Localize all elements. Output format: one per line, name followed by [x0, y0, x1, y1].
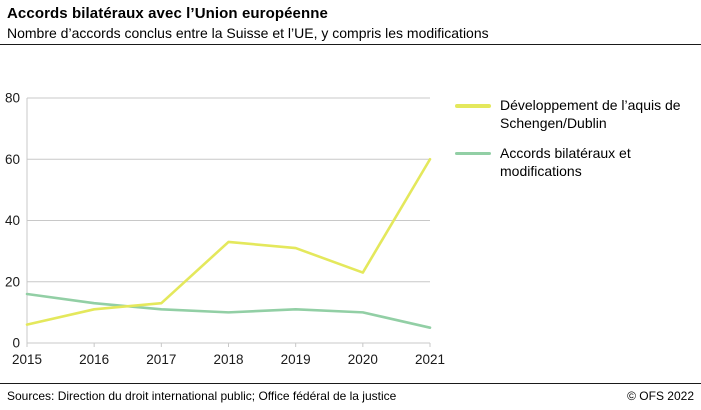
y-tick-label: 20	[5, 274, 20, 289]
chart-title: Accords bilatéraux avec l’Union européen…	[7, 5, 328, 22]
header-divider	[0, 44, 701, 45]
legend-label: Développement de l’aquis de Schengen/Dub…	[500, 97, 681, 131]
x-tick-label: 2019	[281, 352, 311, 367]
chart-area: 0 20 40 60 80 2015 2016 2017 2018 2019 2020 2021	[0, 88, 450, 373]
sources-text: Sources: Direction du droit internationa…	[7, 389, 397, 403]
y-tick-label: 40	[5, 213, 20, 228]
x-tick-label: 2020	[348, 352, 378, 367]
footer-divider	[0, 383, 701, 384]
series-line	[25, 157, 432, 326]
x-tick-label: 2016	[79, 352, 109, 367]
x-tick-label: 2017	[146, 352, 176, 367]
y-tick-label: 80	[5, 91, 20, 106]
chart-header: Accords bilatéraux avec l’Union européen…	[7, 5, 694, 41]
x-tick-label: 2015	[12, 352, 42, 367]
chart-legend: Développement de l’aquis de Schengen/Dub…	[455, 97, 695, 193]
y-tick-label: 60	[5, 152, 20, 167]
series-line	[25, 292, 432, 329]
copyright-text: © OFS 2022	[627, 389, 694, 403]
legend-swatch-line	[455, 104, 491, 108]
chart-subtitle: Nombre d’accords conclus entre la Suisse…	[7, 25, 489, 41]
x-tick-label: 2018	[213, 352, 243, 367]
y-tick-label: 0	[12, 336, 20, 351]
legend-swatch-line	[455, 151, 491, 156]
legend-item: Accords bilatéraux et modifications	[455, 145, 695, 181]
legend-item: Développement de l’aquis de Schengen/Dub…	[455, 97, 695, 133]
legend-label: Accords bilatéraux et modifications	[500, 144, 631, 179]
chart-footer: Sources: Direction du droit internationa…	[7, 389, 694, 403]
x-tick-label: 2021	[415, 352, 445, 367]
line-chart: 0 20 40 60 80 2015 2016 2017 2018 2019 2020 2021	[5, 91, 445, 368]
